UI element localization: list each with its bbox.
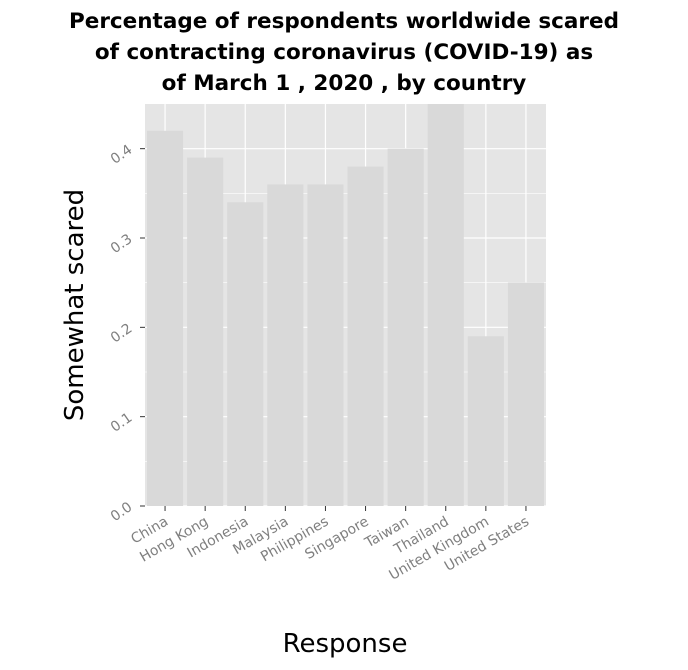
y-axis-label: Somewhat scared <box>60 189 90 421</box>
chart-title: Percentage of respondents worldwide scar… <box>0 6 688 99</box>
bar <box>387 148 424 506</box>
chart-title-line-3: of March 1 , 2020 , by country <box>161 71 527 96</box>
chart-title-line-2: of contracting coronavirus (COVID-19) as <box>94 40 594 65</box>
x-axis-label: Response <box>283 629 408 659</box>
y-tick-label: 0.3 <box>108 231 135 257</box>
y-tick-label: 0.0 <box>108 499 135 525</box>
bar <box>147 130 184 507</box>
y-tick-label: 0.1 <box>108 410 135 436</box>
bar <box>307 184 344 506</box>
bar <box>267 184 304 506</box>
bar <box>467 336 504 506</box>
chart-title-line-1: Percentage of respondents worldwide scar… <box>68 9 620 34</box>
bar <box>507 282 544 506</box>
y-tick-label: 0.2 <box>108 321 135 347</box>
y-axis: 0.0 0.1 0.2 0.3 0.4 <box>108 142 145 525</box>
bar <box>347 166 384 507</box>
bars <box>147 104 544 507</box>
bar <box>427 104 464 506</box>
y-tick-label: 0.4 <box>108 142 135 168</box>
bar <box>227 202 264 506</box>
bar <box>187 157 224 506</box>
